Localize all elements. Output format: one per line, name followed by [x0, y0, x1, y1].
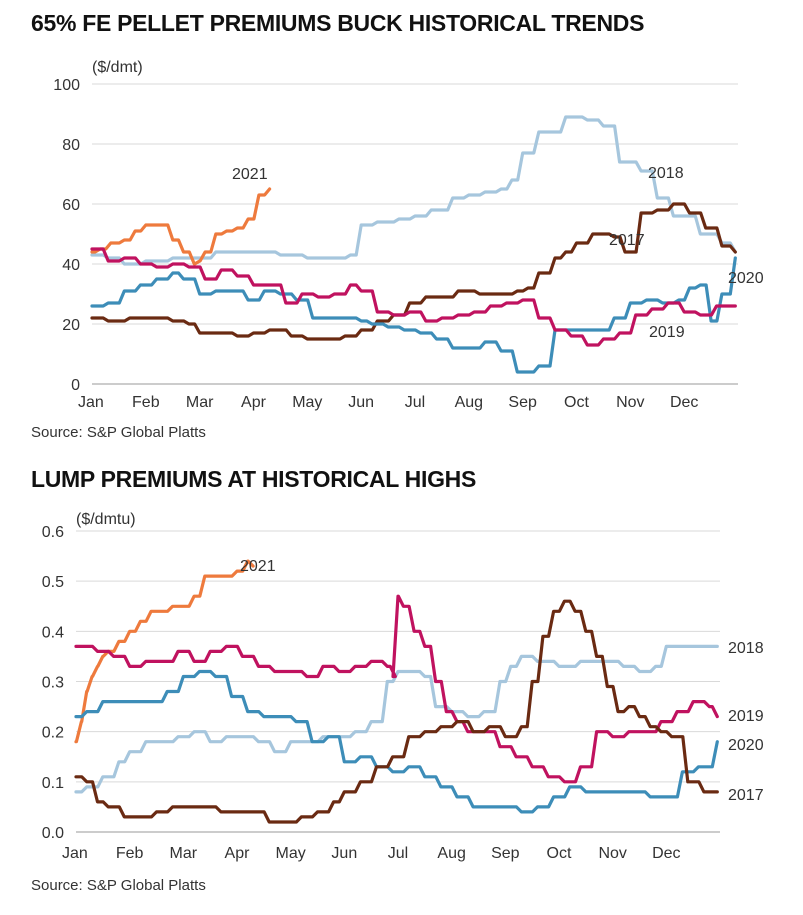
x-tick-label: Oct	[547, 845, 572, 862]
x-tick-label: Jul	[405, 394, 425, 411]
y-tick-label: 0.3	[42, 675, 64, 692]
y-axis-unit-label: ($/dmtu)	[76, 511, 136, 528]
x-tick-label: Feb	[132, 394, 160, 411]
y-tick-label: 0.4	[42, 624, 64, 641]
x-tick-label: Jul	[388, 845, 408, 862]
y-tick-label: 40	[62, 257, 80, 274]
x-tick-label: Aug	[437, 845, 465, 862]
series-label-2020: 2020	[728, 270, 764, 287]
x-tick-label: Dec	[670, 394, 698, 411]
x-tick-label: Dec	[652, 845, 680, 862]
pellet-premium-chart: 0 20 40 60 80 100 Jan Feb Mar Apr May Jun Jul Aug Sep O…	[53, 59, 764, 411]
x-tick-label: May	[292, 394, 322, 411]
y-axis-unit-label: ($/dmt)	[92, 59, 143, 76]
series-label-2019: 2019	[728, 708, 764, 725]
y-tick-label: 0.1	[42, 775, 64, 792]
series-line-2017	[74, 599, 719, 824]
series-line-2017	[90, 202, 737, 341]
x-tick-label: Jun	[331, 845, 357, 862]
y-tick-label: 0.6	[42, 524, 64, 541]
y-tick-label: 0	[71, 377, 80, 394]
series-line-2020	[74, 669, 719, 814]
chart-source-lump: Source: S&P Global Platts	[31, 877, 206, 894]
x-tick-label: Apr	[241, 394, 267, 411]
series-line-2021	[90, 187, 272, 266]
x-tick-label: Jan	[78, 394, 104, 411]
series-label-2018: 2018	[728, 640, 764, 657]
x-tick-label: Nov	[598, 845, 626, 862]
x-tick-label: Mar	[170, 845, 198, 862]
x-tick-label: Oct	[564, 394, 589, 411]
series-line-2018	[74, 644, 719, 794]
series-label-2018: 2018	[648, 165, 684, 182]
chart-title-pellet: 65% FE PELLET PREMIUMS BUCK HISTORICAL T…	[31, 10, 645, 36]
x-tick-label: Nov	[616, 394, 644, 411]
chart-title-lump: LUMP PREMIUMS AT HISTORICAL HIGHS	[31, 466, 477, 492]
y-tick-label: 60	[62, 197, 80, 214]
series-label-2017: 2017	[728, 787, 764, 804]
series-label-2021: 2021	[232, 166, 268, 183]
y-tick-label: 20	[62, 317, 80, 334]
series-label-2017: 2017	[609, 232, 645, 249]
x-tick-label: Sep	[508, 394, 537, 411]
x-tick-label: May	[276, 845, 306, 862]
lump-premium-chart: 0.0 0.1 0.2 0.3 0.4 0.5 0.6 Jan Feb Mar Apr May Jun J…	[42, 511, 764, 862]
series-label-2021: 2021	[240, 558, 276, 575]
y-tick-label: 100	[53, 77, 80, 94]
x-tick-label: Jun	[348, 394, 374, 411]
x-tick-label: Sep	[491, 845, 520, 862]
x-tick-label: Feb	[116, 845, 144, 862]
series-line-2019	[90, 247, 737, 347]
y-tick-label: 0.2	[42, 725, 64, 742]
series-line-2019	[74, 594, 719, 784]
series-line-2021	[74, 559, 255, 744]
x-tick-label: Apr	[225, 845, 251, 862]
series-line-2018	[90, 115, 737, 266]
x-tick-label: Mar	[186, 394, 214, 411]
chart-source-pellet: Source: S&P Global Platts	[31, 424, 206, 441]
series-label-2019: 2019	[649, 324, 685, 341]
y-tick-label: 0.5	[42, 574, 64, 591]
series-line-2020	[90, 256, 737, 374]
series-label-2020: 2020	[728, 737, 764, 754]
y-tick-label: 0.0	[42, 825, 64, 842]
y-tick-label: 80	[62, 137, 80, 154]
x-tick-label: Jan	[62, 845, 88, 862]
x-tick-label: Aug	[455, 394, 483, 411]
